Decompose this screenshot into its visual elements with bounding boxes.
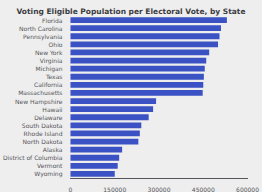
svg-text:Vermont: Vermont xyxy=(37,162,63,169)
svg-text:North Carolina: North Carolina xyxy=(19,25,63,32)
svg-text:Massachusetts: Massachusetts xyxy=(18,89,62,96)
svg-text:Texas: Texas xyxy=(45,73,63,80)
svg-text:District of Columbia: District of Columbia xyxy=(3,154,63,161)
svg-text:Delaware: Delaware xyxy=(34,114,63,121)
svg-text:Hawaii: Hawaii xyxy=(42,106,62,113)
svg-text:New York: New York xyxy=(35,49,63,56)
svg-text:Pennsylvania: Pennsylvania xyxy=(23,33,63,41)
svg-text:600000: 600000 xyxy=(236,186,259,192)
svg-text:450000: 450000 xyxy=(192,186,215,192)
svg-text:South Dakota: South Dakota xyxy=(22,122,63,129)
svg-text:Rhode Island: Rhode Island xyxy=(24,130,63,137)
svg-text:Ohio: Ohio xyxy=(49,41,63,48)
svg-text:Michigan: Michigan xyxy=(36,65,63,73)
svg-text:150000: 150000 xyxy=(103,186,126,192)
svg-text:Virginia: Virginia xyxy=(40,57,63,65)
svg-text:New Hampshire: New Hampshire xyxy=(15,98,63,106)
svg-text:Voting Eligible Population per: Voting Eligible Population per Electoral… xyxy=(16,7,245,16)
svg-text:North Dakota: North Dakota xyxy=(23,138,63,145)
svg-text:Wyoming: Wyoming xyxy=(34,170,62,178)
svg-text:300000: 300000 xyxy=(148,186,171,192)
svg-text:0: 0 xyxy=(69,186,73,192)
svg-text:Florida: Florida xyxy=(42,17,63,24)
svg-text:Alaska: Alaska xyxy=(43,146,63,153)
svg-text:California: California xyxy=(34,81,63,88)
